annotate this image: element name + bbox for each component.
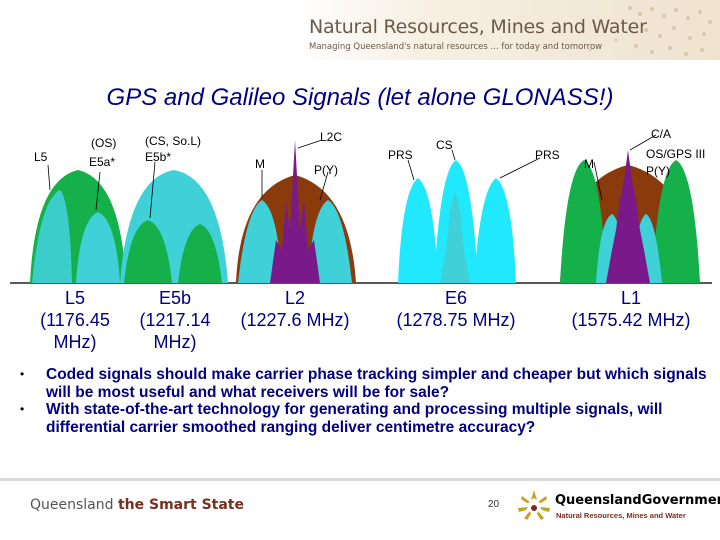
bullet-item: • With state-of-the-art technology for g… bbox=[18, 401, 708, 436]
e6-prs-right bbox=[474, 178, 516, 283]
label-os-gps3: OS/GPS III bbox=[646, 147, 706, 161]
e5a-side-lobe bbox=[32, 190, 72, 283]
label-e5a: E5a* bbox=[89, 155, 116, 169]
band-l2: L2 (1227.6 MHz) bbox=[228, 287, 362, 331]
band-l5-name: L5 bbox=[64, 288, 86, 308]
band-l5: L5 (1176.45 MHz) bbox=[30, 287, 120, 353]
header-background bbox=[300, 0, 720, 60]
band-l2-freq: (1227.6 MHz) bbox=[240, 310, 350, 330]
label-e5b: E5b* bbox=[145, 150, 172, 164]
band-e6-name: E6 bbox=[444, 288, 468, 308]
band-e5b-freq-unit: MHz) bbox=[153, 332, 197, 352]
label-l2c: L2C bbox=[320, 130, 343, 144]
band-e5b-freq: (1217.14 bbox=[139, 310, 211, 330]
label-m-l1: M bbox=[584, 157, 594, 171]
e5b-outer-lobe bbox=[178, 224, 222, 283]
bullet-text: Coded signals should make carrier phase … bbox=[46, 366, 707, 401]
band-e5b-name: E5b bbox=[158, 288, 192, 308]
band-l2-name: L2 bbox=[284, 288, 306, 308]
page-number: 20 bbox=[488, 499, 500, 510]
l1-signal-group bbox=[560, 150, 700, 283]
label-m-l2: M bbox=[255, 157, 265, 171]
l1-prs-left bbox=[560, 160, 606, 283]
header-dot-pattern bbox=[588, 6, 712, 56]
queensland-government-logo-text: QueenslandGovernment bbox=[555, 493, 720, 508]
l1-ca-spike bbox=[606, 150, 650, 283]
l5-e5-signal-group bbox=[30, 170, 228, 283]
band-e6: E6 (1278.75 MHz) bbox=[384, 287, 528, 331]
l2-m-lobe-right bbox=[308, 200, 352, 283]
header-tagline: Managing Queensland's natural resources … bbox=[309, 42, 603, 52]
bullet-marker: • bbox=[20, 402, 25, 416]
e5b-inner-lobe bbox=[124, 220, 172, 283]
band-l5-freq: (1176.45 bbox=[40, 310, 110, 330]
bullet-text: With state-of-the-art technology for gen… bbox=[46, 401, 663, 436]
band-l1-name: L1 bbox=[620, 288, 642, 308]
footer-slogan-prefix: Queensland bbox=[30, 497, 114, 513]
band-l1: L1 (1575.42 MHz) bbox=[558, 287, 704, 331]
band-e6-freq: (1278.75 MHz) bbox=[396, 310, 516, 330]
label-prs-l1: PRS bbox=[535, 148, 560, 162]
l1-prs-right bbox=[652, 160, 700, 283]
label-cs-sol: (CS, So.L) bbox=[145, 134, 202, 148]
label-prs-e6: PRS bbox=[388, 148, 413, 162]
footer-slogan-strong: the Smart State bbox=[117, 497, 244, 513]
e5a-lobe bbox=[76, 212, 120, 283]
label-ca: C/A bbox=[651, 127, 672, 141]
bullet-marker: • bbox=[20, 367, 25, 381]
label-l5-signal: L5 bbox=[34, 150, 48, 164]
header-banner: Natural Resources, Mines and Water Manag… bbox=[0, 0, 720, 60]
band-l1-freq: (1575.42 MHz) bbox=[571, 310, 691, 330]
label-cs-e6: CS bbox=[436, 138, 453, 152]
signal-spectrum-diagram bbox=[10, 134, 712, 284]
label-py-l2: P(Y) bbox=[314, 163, 338, 177]
l2-signal-group bbox=[236, 140, 356, 283]
label-os: (OS) bbox=[91, 136, 117, 150]
bullet-list: • Coded signals should make carrier phas… bbox=[18, 366, 708, 436]
header-org-title: Natural Resources, Mines and Water bbox=[309, 16, 647, 38]
footer-divider bbox=[0, 478, 720, 481]
label-py-l1: P(Y) bbox=[646, 164, 670, 178]
l2c-spike bbox=[270, 140, 320, 283]
band-e5b: E5b (1217.14 MHz) bbox=[130, 287, 220, 353]
label-leader-lines bbox=[47, 134, 657, 219]
e6-signal-group bbox=[398, 160, 516, 283]
bullet-item: • Coded signals should make carrier phas… bbox=[18, 366, 708, 401]
slide-title: GPS and Galileo Signals (let alone GLONA… bbox=[106, 84, 614, 111]
footer-slogan: Queensland the Smart State bbox=[30, 497, 244, 513]
e6-prs-left bbox=[398, 178, 438, 283]
queensland-crest-icon bbox=[518, 490, 550, 520]
e6-cs-core bbox=[440, 190, 470, 283]
l2-m-lobe-left bbox=[238, 200, 282, 283]
queensland-government-subtext: Natural Resources, Mines and Water bbox=[556, 511, 686, 520]
band-l5-freq-unit: MHz) bbox=[53, 332, 97, 352]
